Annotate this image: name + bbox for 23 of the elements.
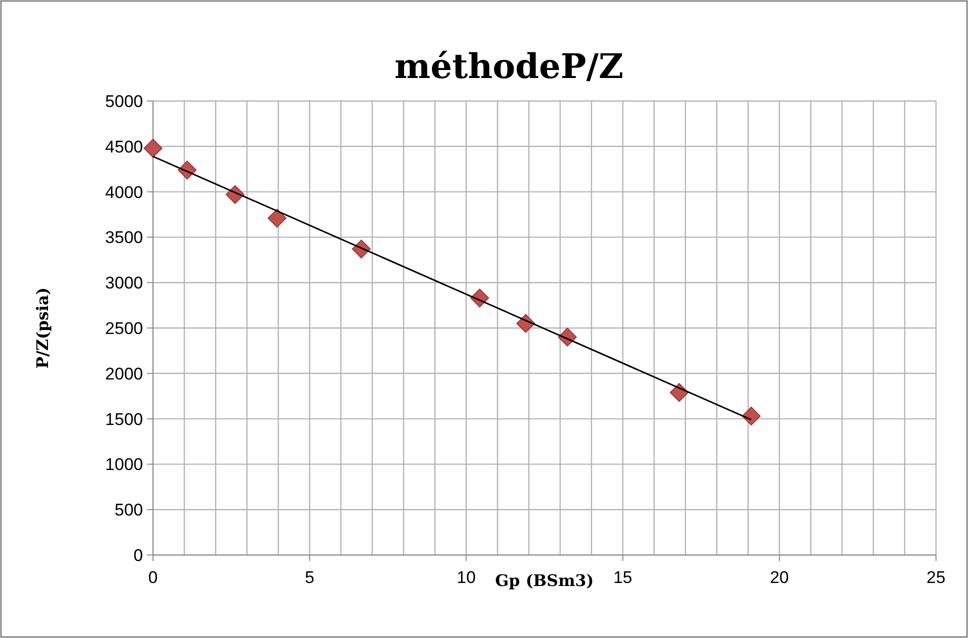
y-tick-label: 4500 bbox=[105, 137, 143, 156]
chart-title: méthodeP/Z bbox=[394, 47, 624, 87]
x-tick-label: 25 bbox=[926, 568, 946, 587]
y-tick-label: 4000 bbox=[105, 182, 143, 202]
y-axis-title: P/Z(psia) bbox=[33, 287, 52, 369]
y-tick-label: 1500 bbox=[105, 410, 143, 429]
y-tick-label: 3500 bbox=[105, 228, 143, 248]
y-tick-label: 500 bbox=[114, 500, 143, 520]
y-tick-label: 5000 bbox=[105, 92, 143, 111]
x-tick-label: 15 bbox=[613, 568, 632, 587]
point bbox=[268, 208, 286, 228]
y-tick-label: 3000 bbox=[105, 274, 143, 293]
x-tick-label: 5 bbox=[304, 568, 314, 587]
y-tick-label: 1000 bbox=[105, 455, 143, 474]
point bbox=[742, 406, 761, 426]
y-tick-label: 2500 bbox=[105, 318, 143, 338]
y-tick-label: 2000 bbox=[105, 364, 143, 384]
y-tick-label: 0 bbox=[134, 546, 143, 565]
x-tick-label: 0 bbox=[148, 568, 158, 587]
x-tick-label: 10 bbox=[456, 568, 476, 587]
point bbox=[144, 138, 162, 158]
x-axis-title: Gp (BSm3) bbox=[495, 571, 594, 590]
x-tick-label: 20 bbox=[770, 568, 789, 587]
